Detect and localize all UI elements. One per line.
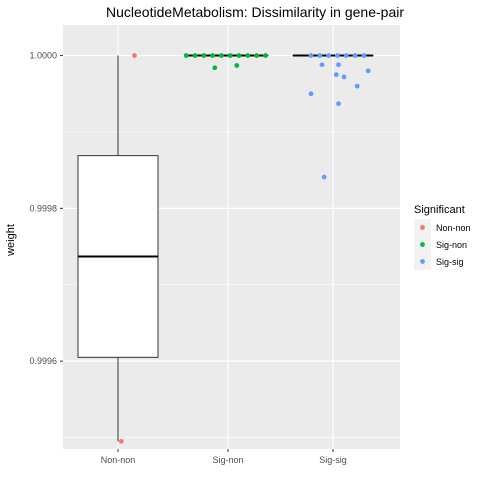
point-sig-sig (308, 91, 314, 97)
point-sig-non (210, 53, 216, 58)
point-sig-sig (317, 53, 323, 58)
point-sig-sig (361, 53, 367, 58)
point-non-non (132, 53, 137, 58)
point-sig-non (254, 53, 259, 58)
point-sig-sig (321, 174, 327, 180)
legend-item-sig-sig: Sig-sig (414, 253, 464, 270)
legend-label: Sig-sig (436, 257, 464, 267)
point-sig-sig (326, 53, 331, 58)
x-tick-label: Sig-non (212, 455, 243, 465)
y-tick-label: 0.9998 (29, 203, 57, 213)
point-sig-sig (354, 83, 360, 89)
x-tick-label: Sig-sig (319, 455, 347, 465)
point-sig-sig (352, 53, 358, 58)
point-sig-non (245, 53, 251, 58)
legend-dot (420, 242, 425, 247)
point-sig-non (201, 53, 207, 58)
jitter-points (118, 53, 371, 444)
point-sig-sig (335, 53, 340, 58)
point-sig-sig (341, 74, 347, 80)
point-sig-non (263, 53, 268, 58)
point-sig-non (183, 53, 189, 58)
point-sig-sig (336, 101, 341, 107)
legend-title: Significant (414, 204, 465, 216)
chart-title: NucleotideMetabolism: Dissimilarity in g… (106, 4, 404, 20)
legend-dot (420, 259, 425, 264)
legend-item-non-non: Non-non (414, 219, 471, 236)
y-tick-label: 1.0000 (29, 51, 57, 61)
point-non-non (118, 438, 124, 444)
legend-label: Sig-non (436, 240, 467, 250)
box-non-non (77, 55, 159, 442)
point-sig-non (236, 53, 242, 58)
x-tick-label: Non-non (101, 455, 136, 465)
point-sig-non (219, 53, 224, 58)
point-sig-sig (343, 53, 349, 58)
point-sig-sig (319, 62, 325, 68)
point-sig-non (234, 63, 240, 68)
point-sig-sig (336, 62, 341, 68)
point-sig-non (227, 53, 233, 58)
legend-item-sig-non: Sig-non (414, 236, 467, 253)
point-sig-sig (308, 53, 314, 58)
legend-dot (420, 225, 425, 230)
legend-label: Non-non (436, 223, 471, 233)
x-axis: Non-non Sig-non Sig-sig (101, 449, 347, 465)
point-sig-non (212, 65, 218, 71)
point-sig-sig (365, 68, 371, 74)
point-sig-sig (333, 72, 339, 78)
point-sig-non (192, 53, 198, 58)
y-axis-title: weight (5, 224, 17, 257)
legend: Significant Non-non Sig-non Sig-sig (414, 204, 471, 270)
y-axis: 0.9996 0.9998 1.0000 (29, 51, 63, 366)
y-tick-label: 0.9996 (29, 356, 57, 366)
